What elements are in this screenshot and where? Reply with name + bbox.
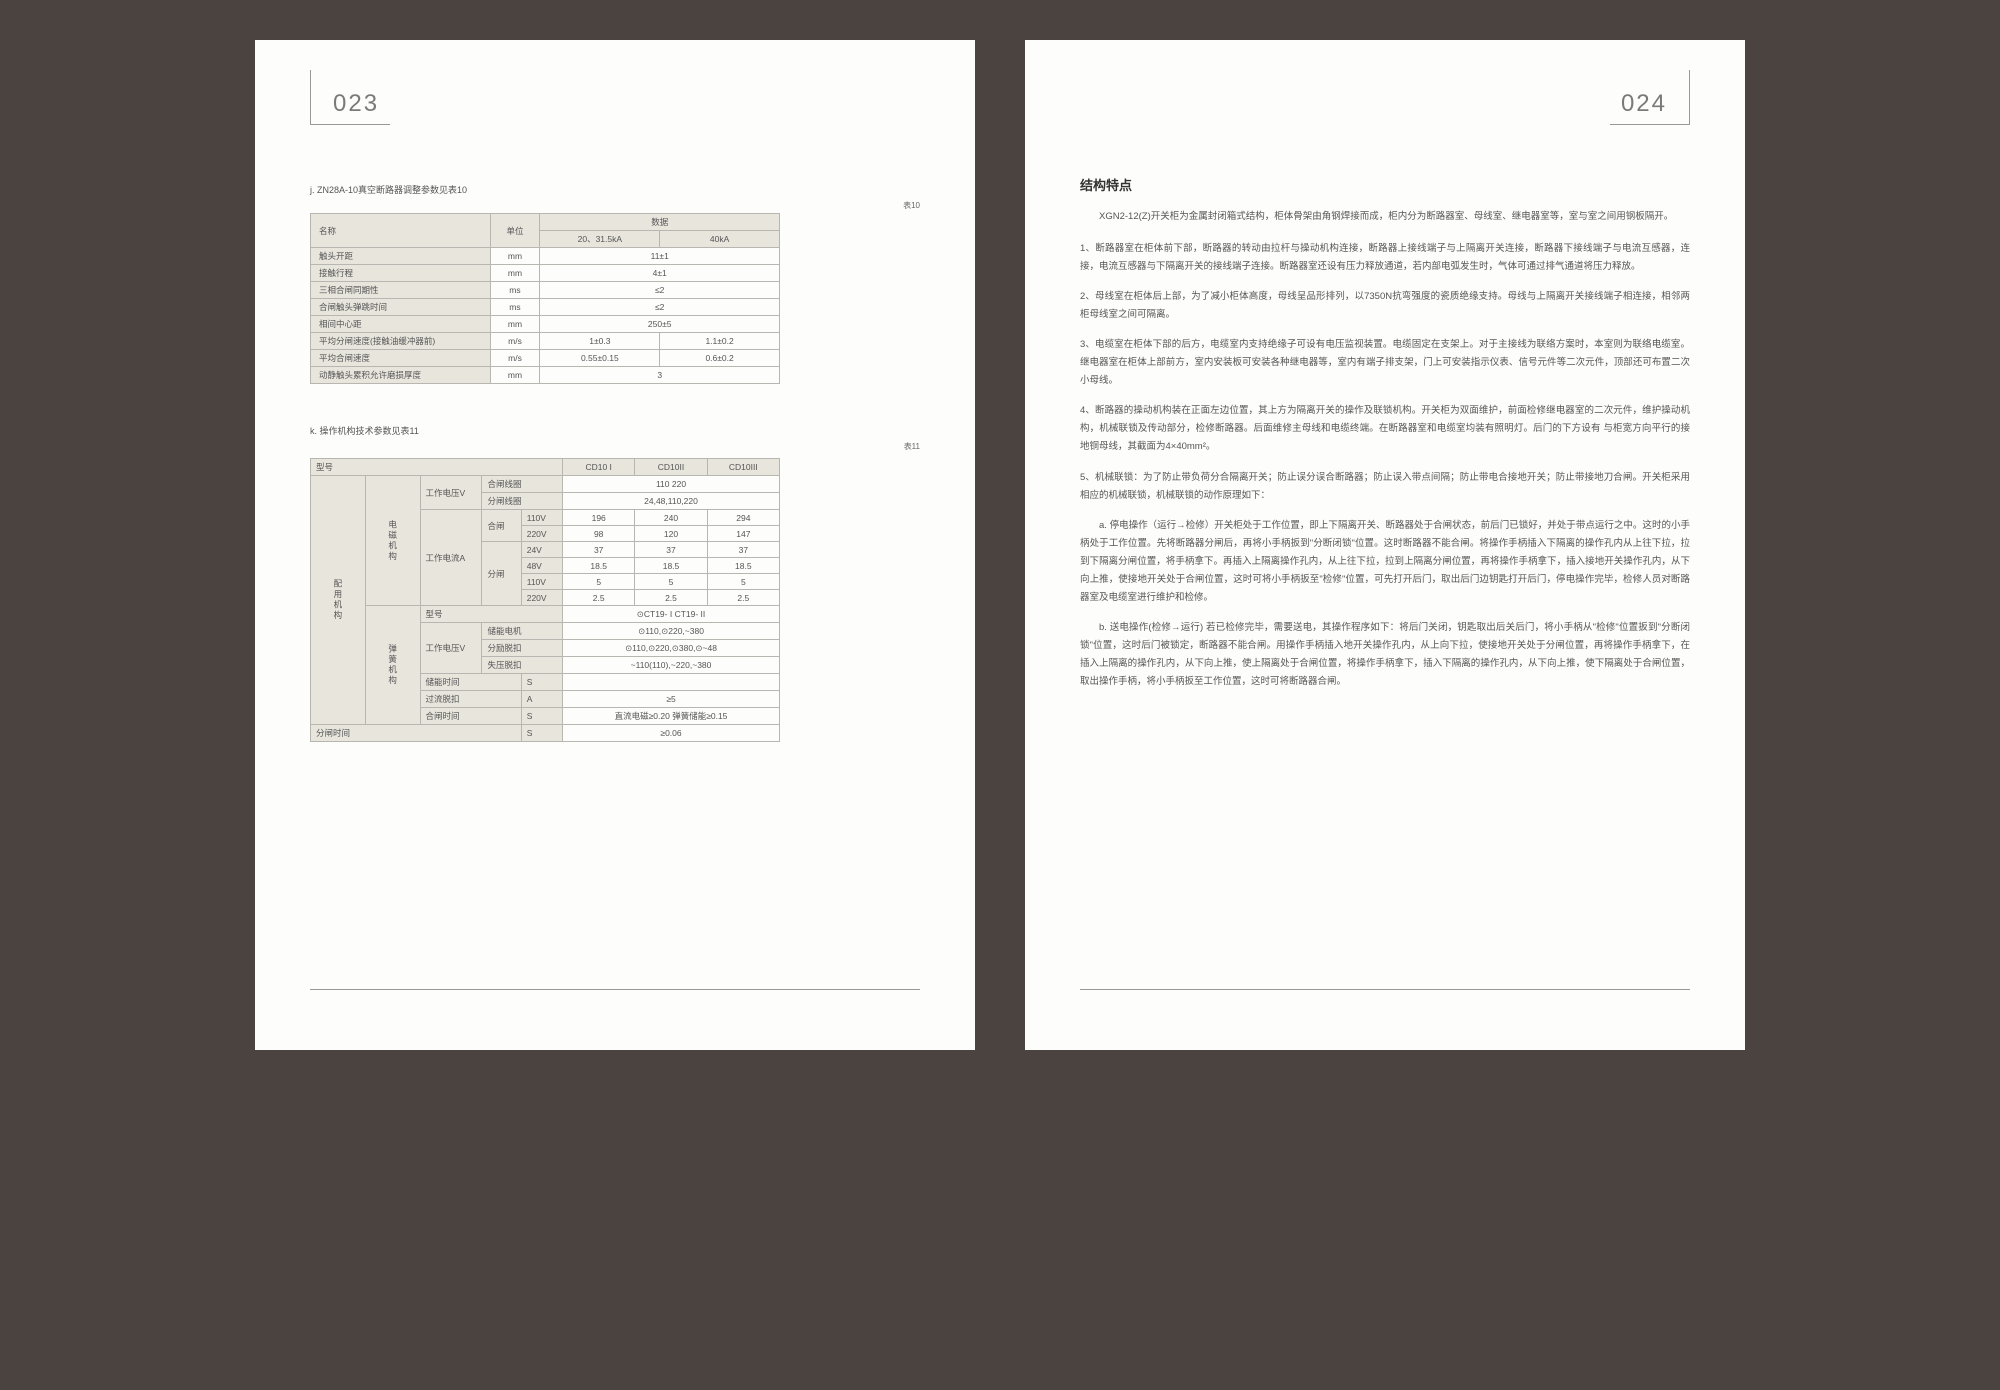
para-4: 4、断路器的操动机构装在正面左边位置，其上方为隔离开关的操作及联锁机构。开关柜为… [1080, 402, 1690, 456]
page-number-right: 024 [1610, 70, 1690, 125]
page-left: 023 j. ZN28A-10真空断路器调整参数见表10 表10 名称单位数据2… [255, 40, 975, 1050]
para-5b: b. 送电操作(检修→运行) 若已检修完毕，需要送电，其操作程序如下：将后门关闭… [1080, 619, 1690, 691]
table10-label: 表10 [450, 200, 920, 211]
page-number-left: 023 [310, 70, 390, 125]
para-1: 1、断路器室在柜体前下部，断路器的转动由拉杆与操动机构连接，断路器上接线端子与上… [1080, 240, 1690, 276]
table11: 型号CD10 ICD10IICD10III配用机构电磁机构工作电压V合闸线圈11… [310, 458, 780, 742]
para-5: 5、机械联锁：为了防止带负荷分合隔离开关；防止误分误合断路器；防止误入带点间隔；… [1080, 469, 1690, 505]
para-5a: a. 停电操作（运行→检修）开关柜处于工作位置，即上下隔离开关、断路器处于合闸状… [1080, 517, 1690, 607]
footer-rule [310, 989, 920, 990]
para-2: 2、母线室在柜体后上部，为了减小柜体高度，母线呈品形排列，以7350N抗弯强度的… [1080, 288, 1690, 324]
table11-caption: k. 操作机构技术参数见表11 [310, 424, 920, 437]
section-title: 结构特点 [1080, 175, 1690, 194]
table11-label: 表11 [450, 441, 920, 452]
para-3: 3、电缆室在柜体下部的后方，电缆室内支持绝缘子可设有电压监视装置。电缆固定在支架… [1080, 336, 1690, 390]
intro-para: XGN2-12(Z)开关柜为金属封闭箱式结构，柜体骨架由角钢焊接而成，柜内分为断… [1080, 208, 1690, 226]
footer-rule [1080, 989, 1690, 990]
table10: 名称单位数据20、31.5kA40kA触头开距mm11±1接触行程mm4±1三相… [310, 213, 780, 384]
table10-caption: j. ZN28A-10真空断路器调整参数见表10 [310, 183, 920, 196]
page-right: 024 结构特点 XGN2-12(Z)开关柜为金属封闭箱式结构，柜体骨架由角钢焊… [1025, 40, 1745, 1050]
